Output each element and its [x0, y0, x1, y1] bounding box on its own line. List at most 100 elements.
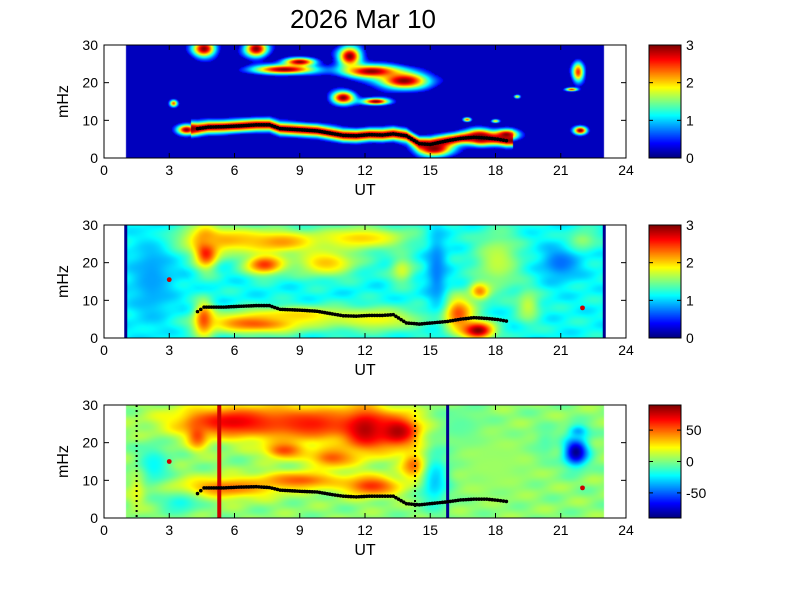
x-tick-label: 0 — [100, 522, 108, 538]
colorbar-tick-label: 50 — [686, 422, 702, 438]
trace-point — [270, 486, 274, 490]
y-tick-label: 20 — [82, 255, 98, 271]
trace-point — [485, 136, 489, 140]
x-tick-label: 12 — [357, 342, 373, 358]
trace-point — [383, 494, 387, 498]
trace-point — [479, 497, 484, 501]
x-tick-label: 3 — [165, 162, 173, 178]
trace-point — [377, 313, 382, 318]
trace-point — [458, 136, 463, 141]
x-tick-label: 9 — [296, 162, 304, 178]
trace-point — [341, 313, 346, 318]
trace-point — [275, 306, 280, 311]
trace-point — [377, 133, 382, 137]
trace-point — [474, 316, 479, 320]
trace-point — [474, 135, 479, 140]
trace-point — [458, 317, 463, 321]
trace-point — [195, 491, 200, 496]
trace-point — [330, 312, 335, 316]
trace-point — [231, 124, 236, 129]
x-tick-label: 9 — [296, 522, 304, 538]
heatmap-bottom — [104, 405, 626, 518]
trace-point — [375, 494, 379, 498]
x-tick-label: 21 — [553, 522, 569, 538]
trace-point — [357, 133, 361, 138]
trace-point — [333, 312, 337, 317]
trace-point — [458, 498, 463, 502]
trace-point — [407, 321, 411, 325]
trace-point — [341, 133, 346, 138]
trace-point — [372, 132, 377, 137]
trace-point — [485, 316, 489, 321]
trace-point — [257, 485, 261, 489]
x-tick-label: 15 — [422, 162, 438, 178]
trace-point — [264, 123, 269, 127]
trace-point — [272, 124, 277, 129]
trace-point — [495, 137, 500, 141]
colorbar-bottom: 50 0 -50 — [648, 404, 706, 519]
trace-point — [226, 305, 231, 309]
trace-point — [412, 138, 416, 143]
trace-point — [338, 313, 343, 318]
x-tick-label: 24 — [618, 162, 634, 178]
trace-point — [351, 314, 356, 318]
trace-point — [466, 497, 471, 502]
trace-point — [231, 304, 236, 309]
y-tick-label: 10 — [82, 472, 98, 488]
x-axis-label: UT — [354, 362, 376, 379]
trace-point — [231, 485, 236, 490]
trace-bottom — [195, 484, 509, 507]
trace-point — [341, 494, 346, 498]
trace-point — [396, 497, 401, 501]
trace-point — [487, 316, 492, 321]
trace-point — [399, 317, 403, 322]
trace-point — [195, 309, 200, 314]
trace-point — [264, 303, 269, 308]
trace-point — [364, 494, 369, 499]
trace-point — [270, 123, 274, 128]
trace-point — [344, 314, 348, 318]
trace-point — [359, 314, 364, 318]
trace-point — [346, 494, 351, 499]
trace-point — [370, 494, 374, 498]
trace-point — [495, 498, 500, 503]
y-tick-label: 30 — [82, 217, 98, 233]
colorbar-tick-label: 3 — [686, 37, 694, 53]
trace-point — [229, 124, 234, 129]
trace-point — [407, 502, 411, 506]
colorbar-tick-label: 0 — [686, 150, 694, 166]
trace-point — [386, 132, 390, 137]
trace-point — [216, 125, 221, 129]
trace-point — [198, 126, 203, 131]
trace-point — [414, 502, 419, 507]
trace-point — [401, 500, 406, 504]
colorbar-gradient — [649, 45, 681, 158]
y-tick-label: 20 — [82, 435, 98, 451]
trace-point — [349, 133, 353, 138]
colorbar-gradient — [649, 225, 681, 338]
trace-point — [267, 303, 272, 308]
trace-point — [338, 493, 343, 498]
trace-point — [221, 305, 226, 309]
trace-point — [203, 125, 208, 130]
trace-point — [414, 140, 419, 144]
trace-point — [380, 133, 385, 137]
trace-point — [388, 132, 393, 136]
trace-point — [362, 313, 366, 318]
trace-point — [206, 125, 211, 129]
trace-point — [346, 314, 351, 318]
x-tick-label: 18 — [488, 342, 504, 358]
trace-point — [209, 125, 213, 129]
trace-point — [409, 321, 414, 326]
trace-point — [504, 499, 509, 504]
trace-point — [501, 499, 506, 503]
trace-point — [354, 133, 359, 138]
x-tick-label: 9 — [296, 342, 304, 358]
trace-point — [469, 135, 473, 140]
trace-point — [487, 136, 492, 141]
trace-point — [224, 305, 228, 309]
trace-point — [407, 135, 411, 140]
trace-point — [219, 124, 223, 129]
y-axis-label: mHz — [55, 85, 72, 118]
